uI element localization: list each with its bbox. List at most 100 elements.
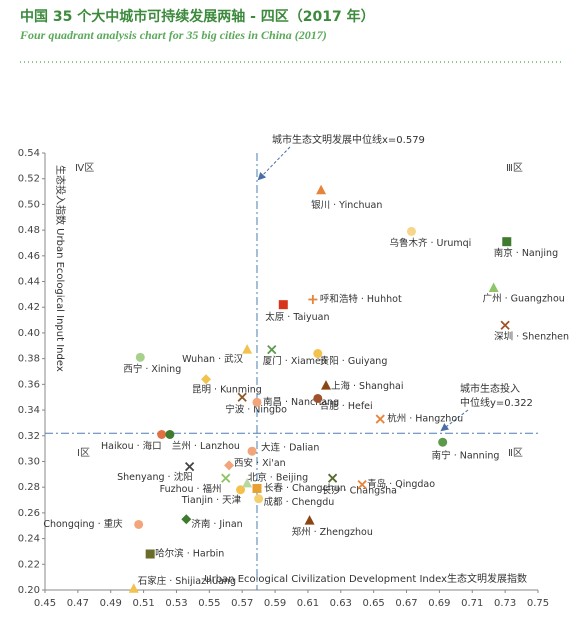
chart-title: 中国 35 个大中城市可持续发展两轴 - 四区（2017 年） bbox=[20, 8, 375, 25]
point-label: 西宁 · Xining bbox=[123, 363, 181, 375]
x-tick-label: 0.65 bbox=[363, 598, 385, 609]
point-label: Shenyang · 沈阳 bbox=[117, 471, 192, 483]
point-label: 青岛 · Qingdao bbox=[367, 478, 435, 490]
x-tick-label: 0.63 bbox=[330, 598, 352, 609]
x-tick-label: 0.51 bbox=[132, 598, 154, 609]
data-point bbox=[201, 374, 212, 385]
point-label: Chongqing · 重庆 bbox=[43, 518, 123, 530]
y-tick-label: 0.36 bbox=[18, 379, 40, 390]
y-tick-label: 0.26 bbox=[18, 508, 40, 519]
point-label: 兰州 · Lanzhou bbox=[172, 440, 240, 452]
x-tick-label: 0.67 bbox=[395, 598, 417, 609]
y-axis-label: 生态投入指数 Urban Ecological Input Index bbox=[54, 165, 67, 372]
y-tick-label: 0.50 bbox=[18, 199, 40, 210]
y-tick-label: 0.48 bbox=[18, 225, 40, 236]
data-point bbox=[304, 515, 315, 525]
point-label: 宁波 · Ningbo bbox=[225, 404, 287, 416]
x-axis-label: Urban Ecological Civilization Developmen… bbox=[204, 572, 527, 585]
annotation-arrow bbox=[257, 146, 291, 181]
quadrant-label: Ⅳ区 bbox=[75, 162, 94, 174]
point-label: 银川 · Yinchuan bbox=[311, 199, 382, 211]
data-point bbox=[375, 414, 385, 424]
y-tick-label: 0.46 bbox=[18, 251, 40, 262]
point-label: 济南 · Jinan bbox=[191, 518, 242, 530]
point-label: 哈尔滨 · Harbin bbox=[155, 548, 224, 560]
point-label: 大连 · Dalian bbox=[261, 442, 319, 454]
point-label: 郑州 · Zhengzhou bbox=[292, 526, 373, 538]
point-label: Tianjin · 天津 bbox=[181, 495, 242, 506]
data-point bbox=[237, 392, 247, 402]
point-label: 杭州 · Hangzhou bbox=[387, 413, 463, 425]
y-tick-label: 0.42 bbox=[18, 302, 40, 313]
point-label: Fuzhou · 福州 bbox=[160, 483, 222, 495]
data-point bbox=[252, 483, 262, 493]
point-label: 厦门 · Xiamen bbox=[263, 355, 327, 367]
x-tick-label: 0.55 bbox=[198, 598, 220, 609]
data-point bbox=[267, 345, 277, 355]
y-median-annotation: 中位线y=0.322 bbox=[460, 396, 533, 409]
data-point bbox=[313, 393, 323, 403]
y-tick-label: 0.32 bbox=[18, 431, 40, 442]
data-point bbox=[488, 282, 499, 292]
data-point bbox=[224, 460, 235, 471]
point-label: 长沙 · Changsha bbox=[322, 485, 397, 497]
data-point bbox=[184, 461, 195, 472]
y-tick-label: 0.22 bbox=[18, 559, 40, 570]
data-point bbox=[165, 429, 175, 439]
point-label: 合肥 · Hefei bbox=[320, 400, 373, 412]
point-label: Haikou · 海口 bbox=[101, 440, 162, 452]
point-label: 广州 · Guangzhou bbox=[483, 292, 565, 304]
data-point bbox=[254, 494, 264, 504]
data-point bbox=[316, 184, 327, 195]
point-label: 北京 · Beijing bbox=[248, 472, 308, 484]
point-label: 上海 · Shanghai bbox=[331, 380, 403, 392]
y-tick-label: 0.54 bbox=[18, 148, 40, 159]
y-tick-label: 0.28 bbox=[18, 482, 40, 493]
point-label: 呼和浩特 · Huhhot bbox=[320, 293, 402, 305]
data-point bbox=[406, 226, 416, 236]
y-tick-label: 0.24 bbox=[18, 534, 40, 545]
data-point bbox=[157, 429, 167, 439]
y-tick-label: 0.52 bbox=[18, 174, 40, 185]
quadrant-label: Ⅰ区 bbox=[77, 447, 90, 459]
x-tick-label: 0.61 bbox=[297, 598, 319, 609]
data-point bbox=[438, 437, 448, 447]
point-label: 乌鲁木齐 · Urumqi bbox=[389, 237, 471, 249]
data-point bbox=[134, 519, 144, 529]
x-tick-label: 0.53 bbox=[165, 598, 187, 609]
x-tick-label: 0.57 bbox=[231, 598, 253, 609]
y-tick-label: 0.38 bbox=[18, 354, 40, 365]
point-label: Wuhan · 武汉 bbox=[182, 353, 243, 365]
data-point bbox=[278, 300, 288, 310]
annotation-arrow bbox=[440, 409, 469, 432]
point-label: 西安 · Xi'an bbox=[234, 457, 286, 469]
y-tick-label: 0.20 bbox=[18, 585, 40, 596]
y-tick-label: 0.40 bbox=[18, 328, 40, 339]
data-point bbox=[502, 237, 512, 247]
point-label: 贵阳 · Guiyang bbox=[320, 355, 388, 367]
x-tick-label: 0.49 bbox=[100, 598, 122, 609]
x-tick-label: 0.69 bbox=[428, 598, 450, 609]
data-point bbox=[128, 583, 139, 593]
x-tick-label: 0.59 bbox=[264, 598, 286, 609]
data-point bbox=[252, 397, 262, 407]
data-point bbox=[236, 485, 246, 495]
y-median-annotation: 城市生态投入 bbox=[460, 382, 520, 395]
point-label: 长春 · Changchun bbox=[264, 482, 346, 494]
chart-subtitle: Four quadrant analysis chart for 35 big … bbox=[19, 28, 327, 42]
quadrant-label: Ⅱ区 bbox=[508, 447, 523, 459]
data-point bbox=[500, 320, 510, 330]
data-point bbox=[357, 479, 367, 490]
data-point bbox=[321, 380, 332, 390]
point-label: 昆明 · Kunming bbox=[192, 385, 262, 396]
data-point bbox=[327, 473, 338, 483]
x-tick-label: 0.47 bbox=[67, 598, 89, 609]
point-label: 深圳 · Shenzhen bbox=[494, 332, 569, 343]
data-point bbox=[221, 473, 231, 483]
y-tick-label: 0.44 bbox=[18, 277, 40, 288]
point-label: 南京 · Nanjing bbox=[494, 247, 558, 259]
data-point bbox=[145, 549, 155, 559]
data-point bbox=[181, 514, 192, 525]
data-point bbox=[242, 477, 253, 488]
